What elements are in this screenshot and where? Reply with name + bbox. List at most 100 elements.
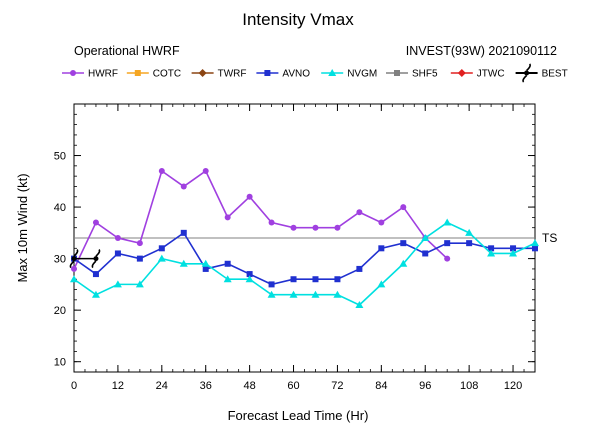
x-tick-label: 12: [112, 380, 124, 392]
y-tick-label: 50: [54, 151, 66, 163]
legend-label-best: BEST: [542, 69, 568, 80]
series-point-hwrf: [268, 219, 275, 226]
series-point-avno: [92, 271, 99, 278]
series-point-nvgm: [355, 301, 364, 308]
series-point-best-core: [71, 256, 77, 262]
series-point-hwrf: [202, 168, 209, 174]
series-point-nvgm: [135, 280, 144, 288]
legend-label-cotc: COTC: [153, 69, 181, 80]
series-point-avno: [400, 240, 407, 247]
series-point-nvgm: [113, 280, 122, 288]
series-point-nvgm: [399, 259, 408, 267]
series-line-nvgm: [73, 221, 536, 306]
series-point-hwrf: [224, 214, 231, 221]
model-subtitle: Operational HWRF: [74, 44, 180, 58]
legend-marker-best: [522, 63, 531, 83]
series-point-best: [69, 249, 79, 269]
series-point-avno: [158, 245, 165, 252]
series-line-hwrf: [73, 169, 448, 270]
y-tick-label: 20: [54, 305, 66, 317]
series-point-avno: [466, 240, 473, 247]
series-point-avno: [356, 265, 363, 272]
x-axis-label: Forecast Lead Time (Hr): [228, 408, 369, 423]
legend-marker-best-arms: [522, 63, 531, 83]
series-point-nvgm: [443, 218, 452, 226]
series-point-hwrf: [356, 209, 363, 216]
series-point-best-arms: [69, 249, 79, 269]
series-point-best: [91, 249, 101, 269]
plot-area: 0 12 24 36 48 60 72 84 96 108 120 10 20 30 40 50 TS: [54, 103, 557, 392]
series-point-avno: [510, 245, 517, 252]
series-nvgm: [70, 218, 539, 308]
series-point-avno: [180, 229, 187, 236]
series-point-nvgm: [421, 234, 430, 241]
legend-item-twrf: TWRF: [191, 69, 247, 80]
series-point-avno: [312, 276, 319, 283]
series-point-avno: [136, 255, 143, 262]
series-point-avno: [224, 260, 231, 267]
legend: HWRF COTC TWRF AVNO NVGM SHF5 JTWC BEST: [62, 63, 568, 83]
series-point-hwrf: [180, 183, 187, 190]
series-point-hwrf: [246, 193, 253, 200]
series-point-hwrf: [136, 240, 143, 247]
series-point-nvgm: [223, 275, 232, 283]
x-tick-label: 36: [200, 380, 212, 392]
x-tick-label: 48: [243, 380, 255, 392]
series-best: [69, 249, 101, 269]
legend-marker-hwrf: [70, 70, 76, 76]
legend-item-jtwc: JTWC: [450, 69, 505, 80]
series-point-avno: [334, 276, 341, 283]
chart-title: Intensity Vmax: [242, 10, 354, 29]
series-point-best-core: [93, 256, 99, 262]
legend-item-cotc: COTC: [126, 69, 181, 80]
storm-id-subtitle: INVEST(93W) 2021090112: [406, 44, 557, 58]
x-tick-label: 0: [71, 380, 77, 392]
series-point-nvgm: [465, 228, 474, 236]
x-tick-label: 24: [156, 380, 168, 392]
series-point-nvgm: [531, 239, 539, 247]
series-point-hwrf: [400, 204, 407, 211]
legend-item-hwrf: HWRF: [62, 69, 118, 80]
legend-label-nvgm: NVGM: [347, 69, 377, 80]
x-tick-label: 84: [375, 380, 387, 392]
legend-item-shf5: SHF5: [386, 69, 438, 80]
x-tick-label: 108: [460, 380, 478, 392]
x-tick-label: 60: [287, 380, 299, 392]
series-point-avno: [378, 245, 385, 252]
series-point-nvgm: [201, 259, 210, 267]
legend-marker-twrf: [198, 69, 207, 77]
legend-item-best: BEST: [515, 63, 568, 83]
legend-label-twrf: TWRF: [218, 69, 247, 80]
series-point-hwrf: [92, 219, 99, 226]
series-point-avno: [202, 265, 209, 272]
legend-marker-avno: [264, 70, 271, 76]
ts-threshold-label: TS: [542, 231, 557, 245]
series-point-nvgm: [157, 254, 166, 262]
y-axis-label: Max 10m Wind (kt): [15, 173, 30, 282]
series-point-hwrf: [290, 224, 297, 231]
series-point-avno: [268, 281, 275, 288]
series-point-nvgm: [509, 249, 518, 257]
series-point-best-arms: [91, 249, 101, 269]
series-point-hwrf: [444, 255, 451, 262]
series-point-nvgm: [333, 290, 342, 298]
legend-marker-jtwc: [457, 69, 466, 77]
series-point-hwrf: [378, 219, 385, 226]
legend-marker-cotc: [134, 70, 141, 76]
series-point-hwrf: [158, 168, 165, 174]
series-point-avno: [444, 240, 451, 247]
series-point-nvgm: [179, 259, 188, 267]
series-point-nvgm: [91, 290, 100, 298]
legend-marker-shf5: [394, 70, 400, 76]
series-point-hwrf: [71, 265, 77, 272]
legend-label-jtwc: JTWC: [477, 69, 505, 80]
legend-item-nvgm: NVGM: [321, 69, 377, 80]
series-point-nvgm: [311, 290, 320, 298]
series-point-avno: [422, 250, 429, 257]
series-point-avno: [114, 250, 121, 257]
series-point-avno: [290, 276, 297, 283]
legend-marker-best-core: [524, 70, 530, 76]
x-tick-label: 72: [331, 380, 343, 392]
series-line-avno: [73, 231, 535, 286]
